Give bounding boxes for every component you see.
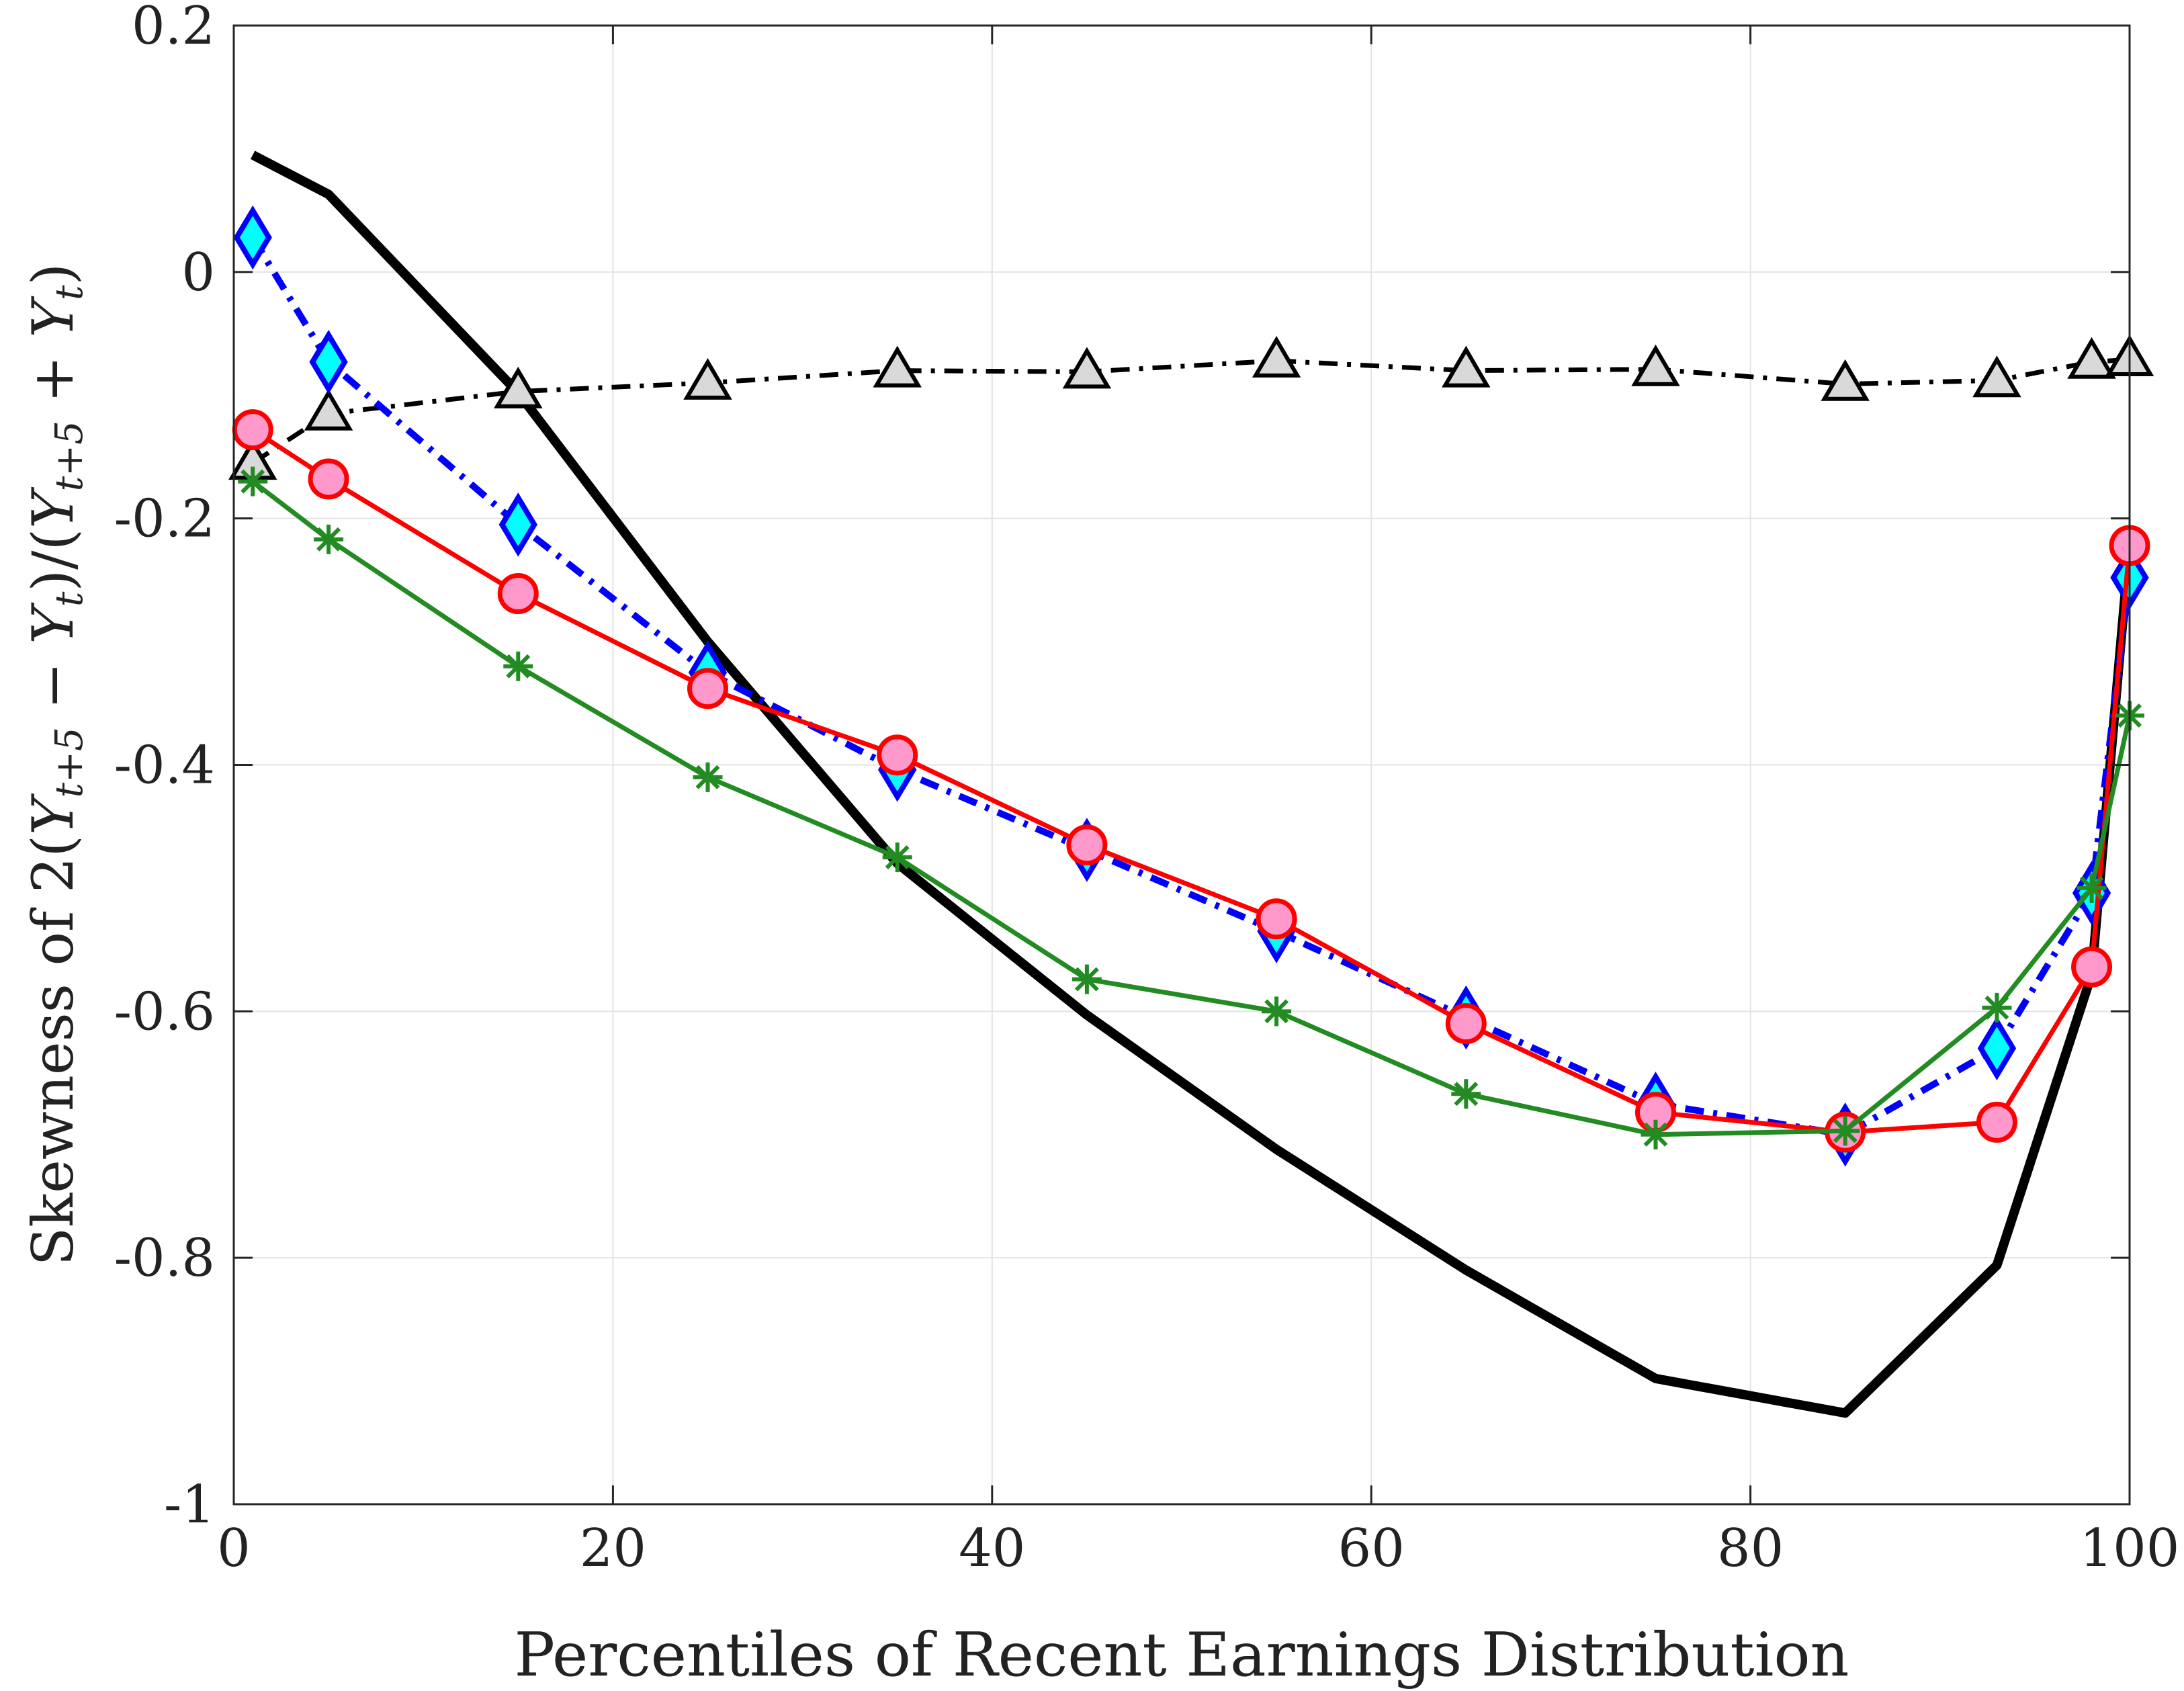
data-point-circle — [877, 734, 918, 776]
y-tick-label: 0 — [181, 243, 215, 303]
data-point-triangle — [1442, 345, 1491, 388]
y-axis-label: Skewness of 2(Yt+5 − Yt)/(Yt+5 + Yt) — [20, 263, 91, 1266]
data-point-circle — [687, 668, 728, 709]
data-point-circle — [232, 409, 273, 451]
data-point-circle — [1066, 824, 1108, 866]
y-label-var: Y — [20, 486, 86, 529]
ticks: 0 20 40 60 80 100 -1 -0.8 -0.6 -0.4 -0.2 0 0.2 — [114, 0, 2180, 1579]
y-label-var: Y — [20, 602, 86, 644]
series-asterisk-solid — [238, 466, 2144, 1150]
data-point-triangle — [1972, 355, 2021, 398]
data-point-triangle — [1821, 359, 1870, 401]
data-point-triangle — [304, 388, 353, 431]
data-point-asterisk — [1451, 1079, 1481, 1109]
data-point-diamond — [498, 492, 537, 557]
data-point-triangle — [2067, 337, 2116, 379]
y-tick-label: -0.8 — [114, 1228, 215, 1289]
data-point-circle — [497, 573, 539, 615]
data-point-triangle — [1631, 344, 1680, 386]
data-point-asterisk — [1641, 1119, 1671, 1150]
data-point-asterisk — [1262, 996, 1292, 1027]
data-point-triangle — [494, 366, 543, 408]
y-label-sub: t+5 — [48, 727, 91, 797]
data-point-circle — [2071, 946, 2113, 988]
grid — [234, 26, 2130, 1504]
y-label-plus: + — [20, 337, 86, 421]
x-tick-label: 0 — [217, 1518, 251, 1579]
y-label-sub: t — [48, 591, 91, 607]
data-point-asterisk — [1982, 992, 2012, 1023]
data-point-diamond — [1977, 1016, 2017, 1081]
data-point-asterisk — [882, 842, 912, 873]
data-point-asterisk — [314, 524, 344, 554]
y-label-sub: t+5 — [48, 421, 91, 491]
y-tick-label: -1 — [164, 1475, 215, 1535]
data-point-triangle — [873, 345, 922, 388]
x-tick-label: 60 — [1338, 1518, 1405, 1579]
data-point-circle — [1445, 1003, 1487, 1045]
series-layer — [228, 150, 2154, 1418]
y-tick-label: -0.2 — [114, 489, 215, 550]
data-point-triangle — [683, 357, 732, 400]
data-point-circle — [1976, 1101, 2017, 1143]
x-tick-label: 20 — [580, 1518, 646, 1579]
y-label-var: Y — [20, 295, 86, 337]
x-tick-label: 40 — [959, 1518, 1025, 1579]
data-point-asterisk — [238, 466, 268, 496]
data-point-diamond — [309, 329, 348, 394]
y-label-prefix: Skewness of 2( — [20, 835, 86, 1266]
data-point-triangle — [1062, 347, 1112, 389]
y-label-minus: − — [20, 644, 86, 728]
data-point-circle — [308, 458, 349, 500]
y-label-suffix: ) — [20, 263, 86, 286]
y-label-var: Y — [20, 793, 86, 835]
x-tick-label: 80 — [1717, 1518, 1784, 1579]
data-point-triangle — [1252, 335, 1301, 378]
y-tick-label: -0.6 — [114, 982, 215, 1042]
data-point-asterisk — [693, 762, 723, 792]
y-label-sub: t — [48, 285, 91, 300]
data-point-asterisk — [1072, 964, 1102, 994]
y-label-mid: )/( — [20, 529, 86, 592]
data-point-asterisk — [503, 651, 533, 681]
data-point-asterisk — [1830, 1116, 1860, 1146]
data-point-diamond — [233, 205, 272, 270]
x-tick-label: 100 — [2080, 1518, 2180, 1579]
x-axis-label: Percentiles of Recent Earnings Distribut… — [514, 1620, 1849, 1690]
y-tick-label: -0.4 — [114, 736, 215, 796]
series-circle-solid — [232, 409, 2150, 1153]
y-tick-label: 0.2 — [132, 0, 215, 56]
data-point-circle — [1256, 898, 1297, 940]
data-point-asterisk — [2077, 873, 2107, 903]
